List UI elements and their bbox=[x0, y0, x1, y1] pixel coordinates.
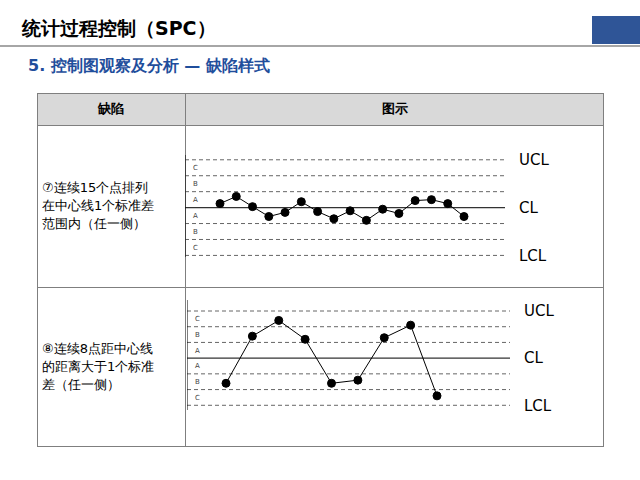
html-text:图示: 图示 bbox=[381, 101, 408, 116]
svg-text:B: B bbox=[193, 180, 198, 188]
svg-text:UCL: UCL bbox=[524, 302, 554, 320]
svg-text:A: A bbox=[195, 362, 200, 370]
html-text:在中心线1个标准差: 在中心线1个标准差 bbox=[42, 198, 155, 213]
html-text:范围内（任一侧）: 范围内（任一侧） bbox=[42, 216, 146, 231]
svg-text:B: B bbox=[193, 228, 198, 236]
svg-text:A: A bbox=[193, 196, 198, 204]
html-text:的距离大于1个标准: 的距离大于1个标准 bbox=[42, 359, 155, 374]
svg-text:C: C bbox=[193, 164, 198, 172]
svg-text:A: A bbox=[193, 212, 198, 220]
html-text:统计过程控制（SPC）: 统计过程控制（SPC） bbox=[22, 17, 216, 39]
svg-text:CL: CL bbox=[519, 199, 538, 217]
svg-text:C: C bbox=[193, 244, 198, 252]
svg-text:LCL: LCL bbox=[524, 397, 552, 415]
svg-text:C: C bbox=[195, 315, 200, 323]
html-text:⑧连续8点距中心线: ⑧连续8点距中心线 bbox=[42, 341, 153, 356]
svg-text:C: C bbox=[195, 394, 200, 402]
svg-text:A: A bbox=[195, 347, 200, 355]
html-text:差（任一侧）: 差（任一侧） bbox=[42, 377, 120, 392]
svg-text:B: B bbox=[195, 378, 200, 386]
html-text:5. 控制图观察及分析 — 缺陷样式: 5. 控制图观察及分析 — 缺陷样式 bbox=[28, 56, 270, 75]
svg-text:LCL: LCL bbox=[519, 247, 547, 265]
svg-text:CL: CL bbox=[524, 349, 543, 367]
html-text:缺陷: 缺陷 bbox=[98, 101, 124, 116]
svg-text:UCL: UCL bbox=[519, 151, 549, 169]
svg-text:B: B bbox=[195, 331, 200, 339]
html-text:⑦连续15个点排列: ⑦连续15个点排列 bbox=[42, 180, 149, 195]
